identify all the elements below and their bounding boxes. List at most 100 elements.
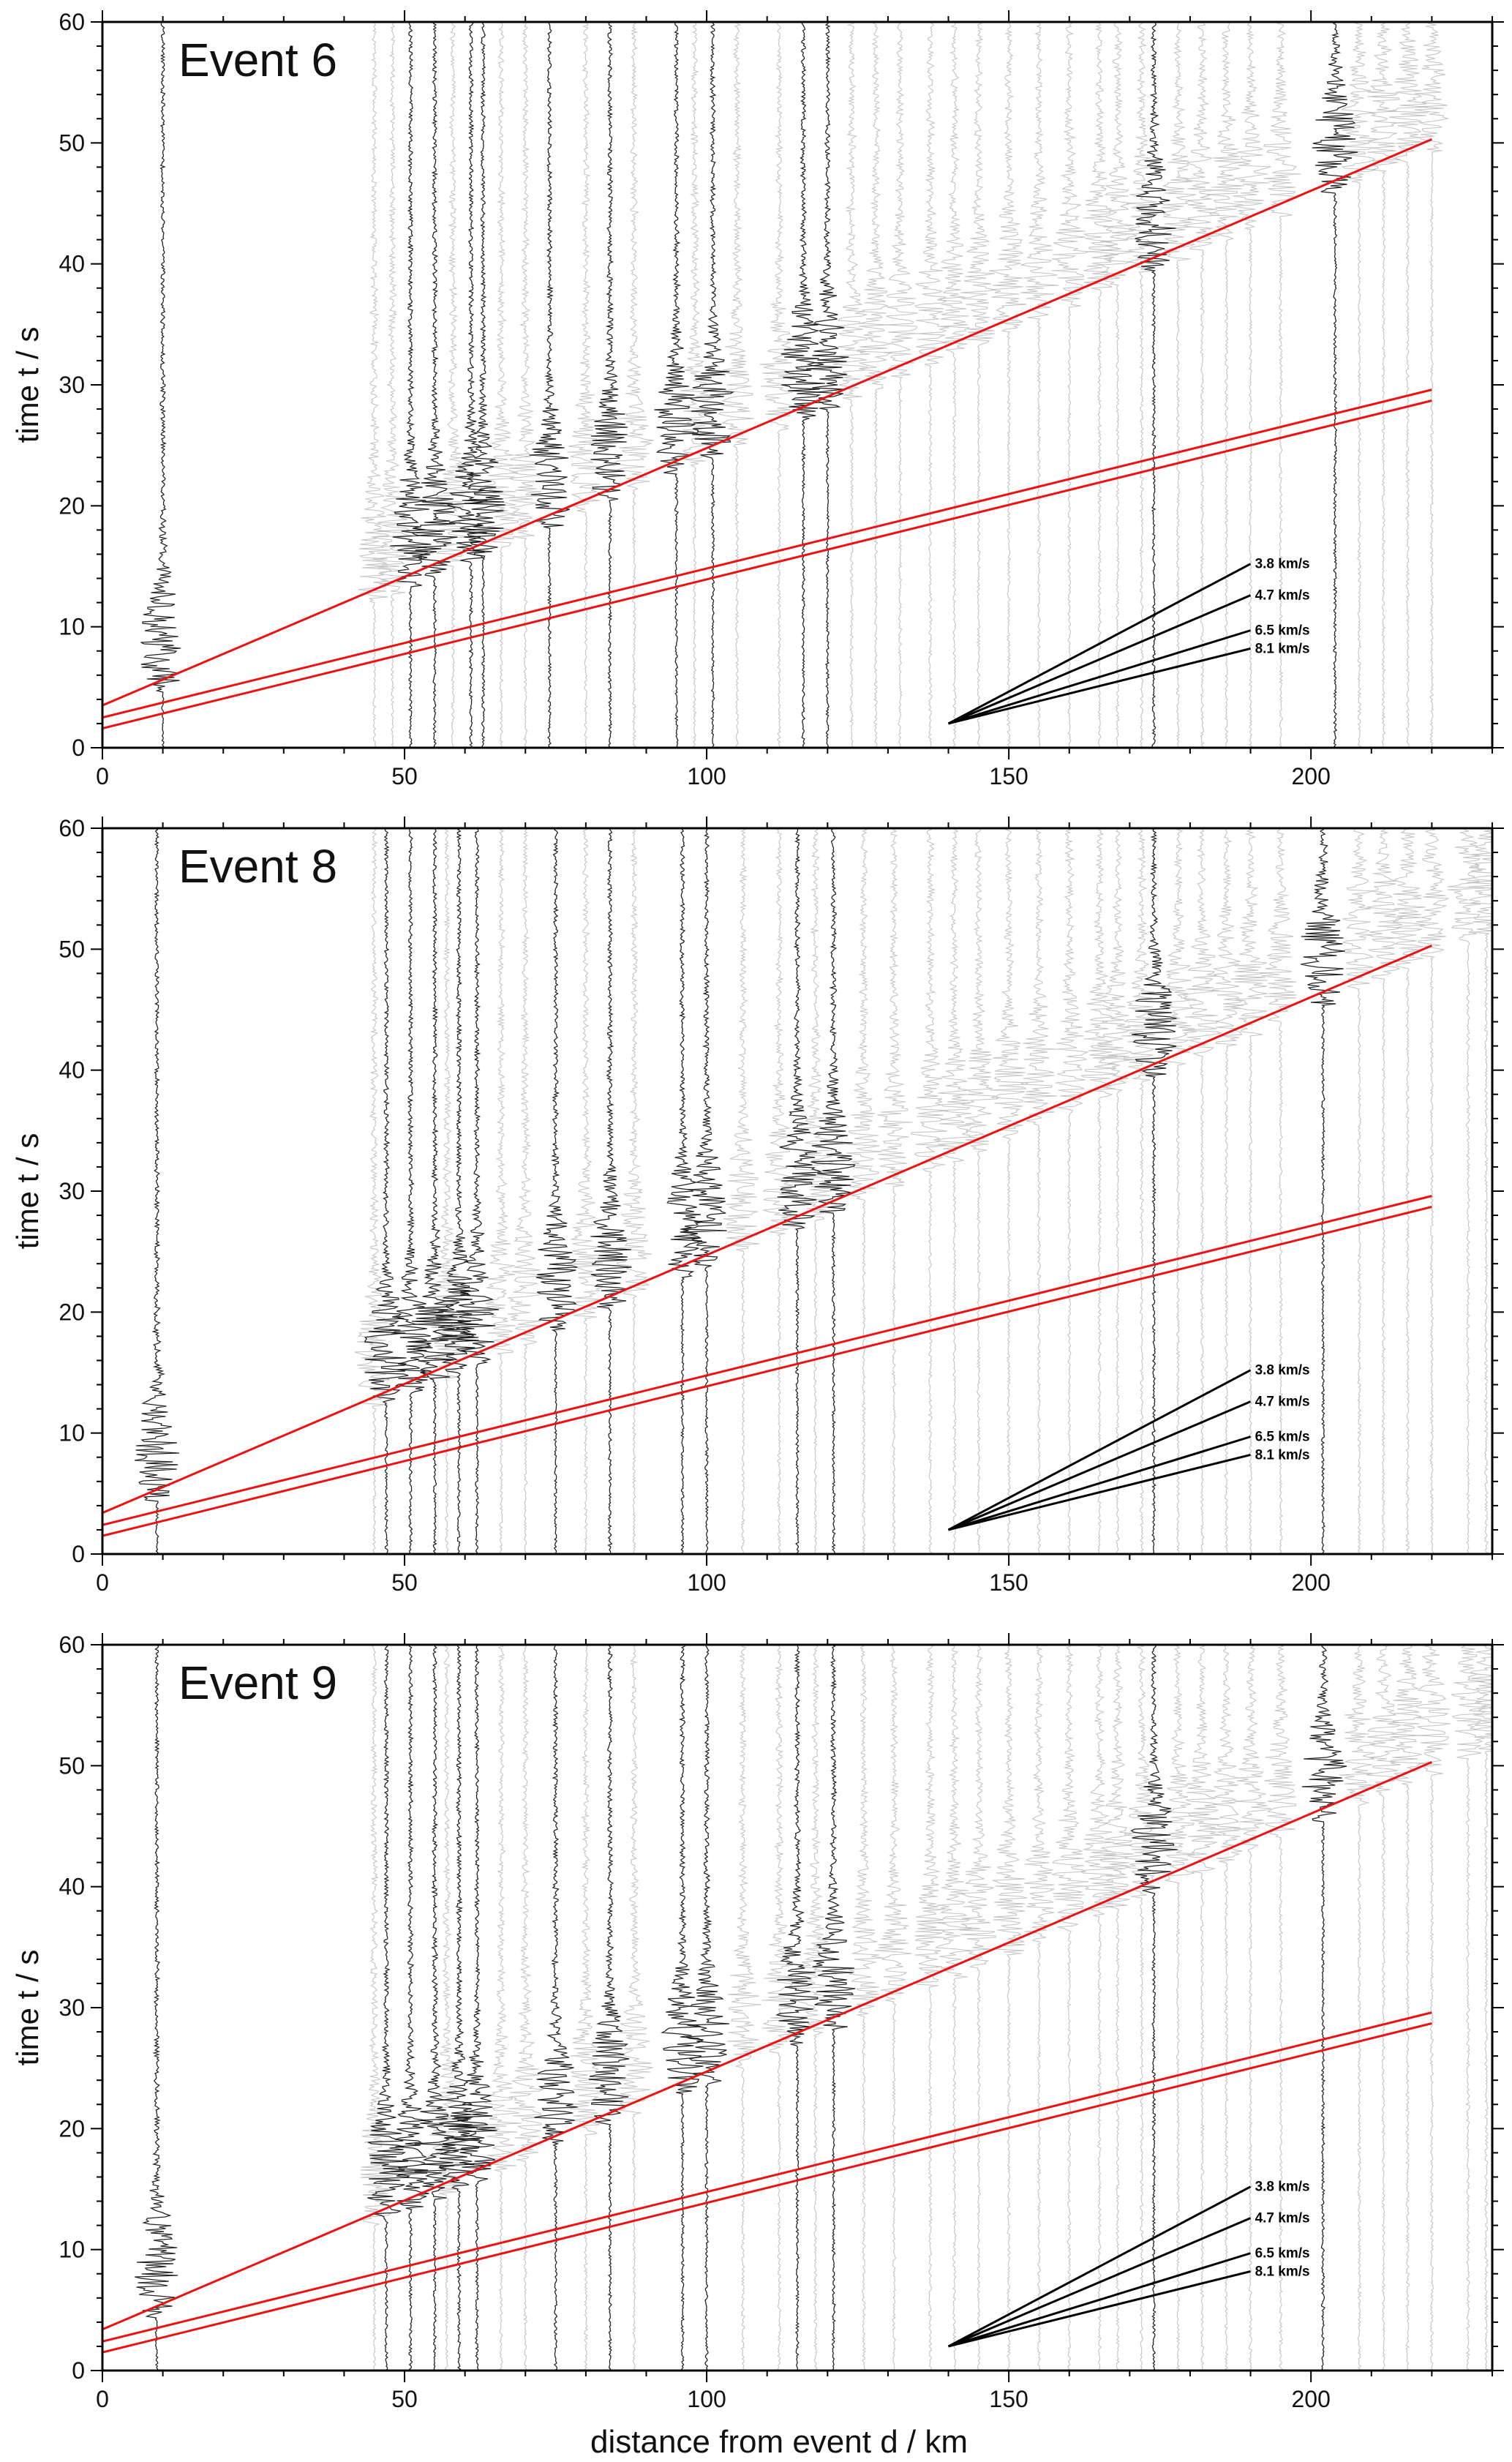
trace-weak-12 bbox=[934, 1645, 972, 2371]
trace-weak-8 bbox=[793, 828, 835, 1554]
trace-weak-0 bbox=[360, 1645, 394, 2371]
panel-3: 3.8 km/s4.7 km/s6.5 km/s8.1 km/s0 50 100 15… bbox=[10, 1632, 1504, 2412]
y-tick-label: 60 bbox=[59, 1632, 85, 1658]
trace-weak-26 bbox=[1263, 22, 1301, 748]
trace-weak-21 bbox=[1181, 828, 1223, 1554]
trace-weak-7 bbox=[762, 828, 799, 1554]
y-tick-label: 0 bbox=[72, 2357, 85, 2384]
velocity-key-label-3: 6.5 km/s bbox=[1255, 1430, 1310, 1445]
trace-strong-1 bbox=[364, 828, 409, 1554]
trace-weak-29 bbox=[1388, 22, 1429, 748]
trace-weak-11 bbox=[914, 1645, 947, 2371]
velocity-key-line-3 bbox=[948, 2252, 1252, 2348]
trace-weak-21 bbox=[1185, 1645, 1222, 2371]
trace-strong-9 bbox=[781, 22, 825, 748]
trace-strong-2 bbox=[390, 1645, 429, 2371]
x-tick-label: 200 bbox=[1291, 1569, 1330, 1596]
trace-weak-2 bbox=[481, 828, 516, 1554]
velocity-key-line-1 bbox=[947, 1369, 1252, 1531]
y-tick-label: 30 bbox=[59, 372, 85, 398]
trace-weak-16 bbox=[988, 22, 1027, 748]
y-tick-label: 50 bbox=[59, 936, 85, 962]
trace-weak-22 bbox=[1211, 828, 1244, 1554]
y-tick-label: 50 bbox=[59, 1752, 85, 1779]
trace-weak-26 bbox=[1366, 828, 1404, 1554]
trace-strong-10 bbox=[777, 828, 823, 1554]
trace-weak-25 bbox=[1342, 828, 1374, 1554]
trace-weak-0 bbox=[358, 22, 393, 748]
travel-time-line-3 bbox=[102, 399, 1432, 730]
trace-weak-27 bbox=[1341, 22, 1379, 748]
trace-strong-13 bbox=[1301, 828, 1345, 1554]
x-tick-label: 50 bbox=[391, 1569, 418, 1596]
trace-strong-6 bbox=[535, 828, 578, 1554]
travel-time-line-2 bbox=[102, 2011, 1432, 2343]
x-tick-label: 0 bbox=[96, 2386, 109, 2412]
trace-weak-1 bbox=[431, 828, 464, 1554]
trace-strong-11 bbox=[1135, 22, 1176, 748]
velocity-key-label-1: 3.8 km/s bbox=[1255, 1363, 1310, 1378]
travel-time-line-1 bbox=[102, 944, 1432, 1515]
trace-weak-3 bbox=[484, 22, 519, 748]
x-tick-label: 150 bbox=[989, 1569, 1028, 1596]
trace-weak-4 bbox=[569, 1645, 606, 2371]
trace-weak-10 bbox=[877, 828, 913, 1554]
x-tick-label: 200 bbox=[1291, 2386, 1330, 2412]
trace-weak-29 bbox=[1447, 828, 1486, 1554]
velocity-key-label-2: 4.7 km/s bbox=[1255, 1395, 1310, 1410]
velocity-key-label-2: 4.7 km/s bbox=[1255, 2211, 1310, 2226]
trace-weak-19 bbox=[1083, 22, 1119, 748]
trace-strong-12 bbox=[1132, 828, 1177, 1554]
trace-strong-9 bbox=[682, 828, 727, 1554]
trace-weak-28 bbox=[1415, 1645, 1451, 2371]
trace-weak-30 bbox=[1469, 1645, 1492, 2371]
trace-weak-10 bbox=[874, 1645, 912, 2371]
trace-strong-1 bbox=[390, 22, 432, 748]
trace-weak-5 bbox=[617, 1645, 653, 2371]
y-tick-label: 20 bbox=[59, 1299, 85, 1325]
panel-title: Event 8 bbox=[178, 840, 337, 893]
trace-strong-4 bbox=[435, 828, 479, 1554]
x-tick-label: 0 bbox=[96, 763, 109, 789]
y-tick-label: 10 bbox=[59, 1420, 85, 1446]
y-tick-label: 60 bbox=[59, 9, 85, 35]
y-tick-label: 40 bbox=[59, 1874, 85, 1900]
velocity-key-label-4: 8.1 km/s bbox=[1255, 2264, 1310, 2279]
trace-weak-9 bbox=[846, 828, 882, 1554]
velocity-key-line-4 bbox=[948, 1453, 1251, 1531]
trace-strong-0 bbox=[135, 1645, 178, 2371]
y-tick-label: 50 bbox=[59, 130, 85, 156]
trace-strong-11 bbox=[812, 1645, 856, 2371]
x-tick-label: 200 bbox=[1291, 763, 1330, 789]
trace-weak-16 bbox=[1055, 828, 1089, 1554]
trace-weak-29 bbox=[1451, 1645, 1486, 2371]
trace-weak-14 bbox=[937, 22, 971, 748]
trace-strong-3 bbox=[411, 828, 457, 1554]
y-tick-label: 40 bbox=[59, 1057, 85, 1084]
trace-weak-8 bbox=[794, 1645, 830, 2371]
trace-strong-12 bbox=[1312, 22, 1358, 748]
trace-weak-23 bbox=[1230, 828, 1268, 1554]
trace-strong-7 bbox=[654, 22, 699, 748]
trace-weak-1 bbox=[427, 1645, 466, 2371]
y-tick-label: 40 bbox=[59, 251, 85, 277]
trace-weak-18 bbox=[1097, 828, 1135, 1554]
trace-weak-15 bbox=[1020, 828, 1058, 1554]
trace-weak-13 bbox=[914, 22, 949, 748]
panel-2: 3.8 km/s4.7 km/s6.5 km/s8.1 km/s0 50 100 15… bbox=[10, 815, 1504, 1596]
travel-time-line-2 bbox=[102, 389, 1432, 719]
trace-strong-2 bbox=[411, 22, 458, 748]
trace-weak-27 bbox=[1391, 828, 1426, 1554]
trace-weak-25 bbox=[1233, 22, 1271, 748]
x-tick-label: 100 bbox=[687, 763, 726, 789]
trace-weak-22 bbox=[1209, 1645, 1243, 2371]
travel-time-line-2 bbox=[102, 1195, 1432, 1526]
trace-weak-13 bbox=[959, 1645, 996, 2371]
trace-strong-11 bbox=[810, 828, 856, 1554]
velocity-key-line-4 bbox=[948, 2270, 1251, 2348]
y-tick-label: 30 bbox=[59, 1994, 85, 2021]
trace-weak-14 bbox=[989, 828, 1029, 1554]
x-axis-label: distance from event d / km bbox=[590, 2424, 968, 2460]
y-tick-label: 0 bbox=[72, 735, 85, 761]
